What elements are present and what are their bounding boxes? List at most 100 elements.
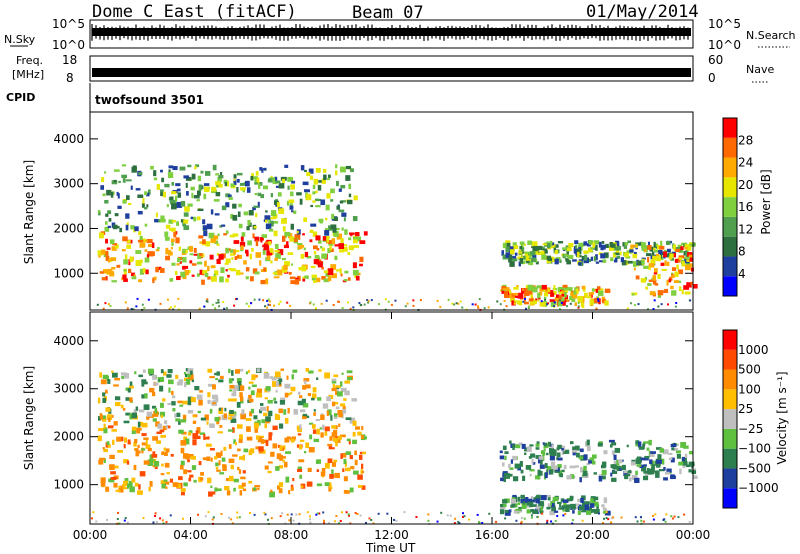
range-cell bbox=[535, 298, 538, 301]
range-cell bbox=[322, 236, 327, 241]
range-cell bbox=[359, 256, 364, 263]
range-cell bbox=[145, 439, 148, 445]
range-cell bbox=[296, 425, 300, 430]
range-cell bbox=[666, 468, 672, 473]
range-cell bbox=[339, 434, 346, 438]
range-cell bbox=[343, 476, 348, 482]
range-cell bbox=[166, 374, 172, 378]
range-cell bbox=[591, 460, 596, 465]
range-cell bbox=[568, 242, 574, 248]
range-cell bbox=[671, 517, 674, 520]
range-cell bbox=[624, 252, 629, 258]
range-cell bbox=[255, 240, 259, 247]
range-cell bbox=[231, 522, 234, 525]
range-cell bbox=[231, 370, 234, 376]
range-cell bbox=[218, 407, 222, 411]
range-cell bbox=[278, 378, 283, 383]
range-cell bbox=[338, 243, 344, 249]
range-cell bbox=[323, 270, 329, 274]
range-cell bbox=[107, 268, 113, 275]
range-cell bbox=[198, 235, 204, 239]
range-cell bbox=[652, 279, 657, 285]
range-cell bbox=[363, 303, 366, 306]
range-cell bbox=[675, 450, 681, 454]
range-cell bbox=[634, 477, 640, 483]
range-cell bbox=[323, 521, 326, 524]
range-cell bbox=[642, 443, 646, 446]
range-cell bbox=[536, 515, 539, 518]
range-cell bbox=[333, 429, 338, 435]
range-cell bbox=[152, 521, 155, 524]
range-cell bbox=[204, 171, 211, 176]
range-cell bbox=[146, 254, 149, 260]
range-cell bbox=[198, 460, 202, 466]
range-cell bbox=[648, 266, 651, 270]
range-cell bbox=[334, 244, 339, 247]
range-cell bbox=[107, 258, 113, 262]
range-cell bbox=[209, 376, 215, 379]
range-cell bbox=[535, 447, 540, 450]
range-cell bbox=[332, 304, 335, 307]
range-cell bbox=[203, 183, 210, 186]
range-cell bbox=[155, 266, 159, 273]
range-cell bbox=[610, 521, 613, 524]
range-cell bbox=[640, 519, 643, 522]
range-cell bbox=[295, 277, 299, 281]
range-cell bbox=[197, 175, 202, 182]
range-cell bbox=[184, 206, 190, 212]
range-cell bbox=[326, 410, 329, 416]
range-cell bbox=[601, 461, 607, 468]
range-cell bbox=[663, 290, 669, 294]
range-cell bbox=[616, 459, 620, 466]
range-cell bbox=[641, 245, 648, 251]
range-cell bbox=[325, 272, 330, 277]
range-cell bbox=[254, 182, 258, 185]
range-cell bbox=[248, 386, 251, 390]
range-cell bbox=[478, 298, 481, 301]
range-cell bbox=[198, 399, 203, 406]
range-cell bbox=[341, 372, 344, 375]
range-cell bbox=[284, 461, 288, 468]
range-cell bbox=[260, 269, 264, 273]
range-cell bbox=[558, 299, 561, 302]
range-cell bbox=[254, 192, 258, 196]
range-cell bbox=[267, 303, 270, 306]
range-cell bbox=[671, 267, 677, 271]
range-cell bbox=[554, 250, 559, 255]
range-cell bbox=[503, 472, 510, 476]
range-cell bbox=[251, 374, 256, 381]
range-cell bbox=[335, 227, 340, 231]
range-cell bbox=[139, 242, 146, 248]
range-cell bbox=[229, 413, 236, 419]
range-cell bbox=[268, 241, 272, 246]
range-cell bbox=[645, 286, 649, 290]
range-cell bbox=[131, 477, 136, 483]
range-cell bbox=[190, 216, 194, 220]
range-cell bbox=[453, 522, 456, 525]
nsearch-label: N.Search bbox=[746, 29, 796, 42]
range-cell bbox=[228, 458, 235, 463]
range-cell bbox=[524, 301, 529, 305]
range-cell bbox=[165, 481, 170, 485]
range-cell bbox=[300, 485, 304, 489]
range-cell bbox=[207, 399, 211, 404]
range-cell bbox=[341, 511, 344, 514]
range-cell bbox=[274, 371, 281, 378]
range-cell bbox=[331, 469, 334, 474]
range-cell bbox=[328, 486, 332, 492]
range-cell bbox=[230, 464, 234, 470]
range-cell bbox=[263, 511, 266, 514]
range-cell bbox=[271, 381, 277, 387]
range-cell bbox=[270, 517, 273, 520]
range-cell bbox=[187, 401, 192, 406]
range-cell bbox=[265, 210, 268, 213]
range-cell bbox=[252, 268, 258, 274]
range-cell bbox=[591, 454, 597, 459]
range-cell bbox=[253, 298, 256, 301]
range-cell bbox=[636, 464, 642, 467]
range-cell bbox=[354, 459, 358, 466]
range-cell bbox=[323, 168, 327, 173]
range-cell bbox=[238, 485, 244, 489]
range-cell bbox=[324, 227, 329, 231]
range-cell bbox=[684, 453, 688, 458]
